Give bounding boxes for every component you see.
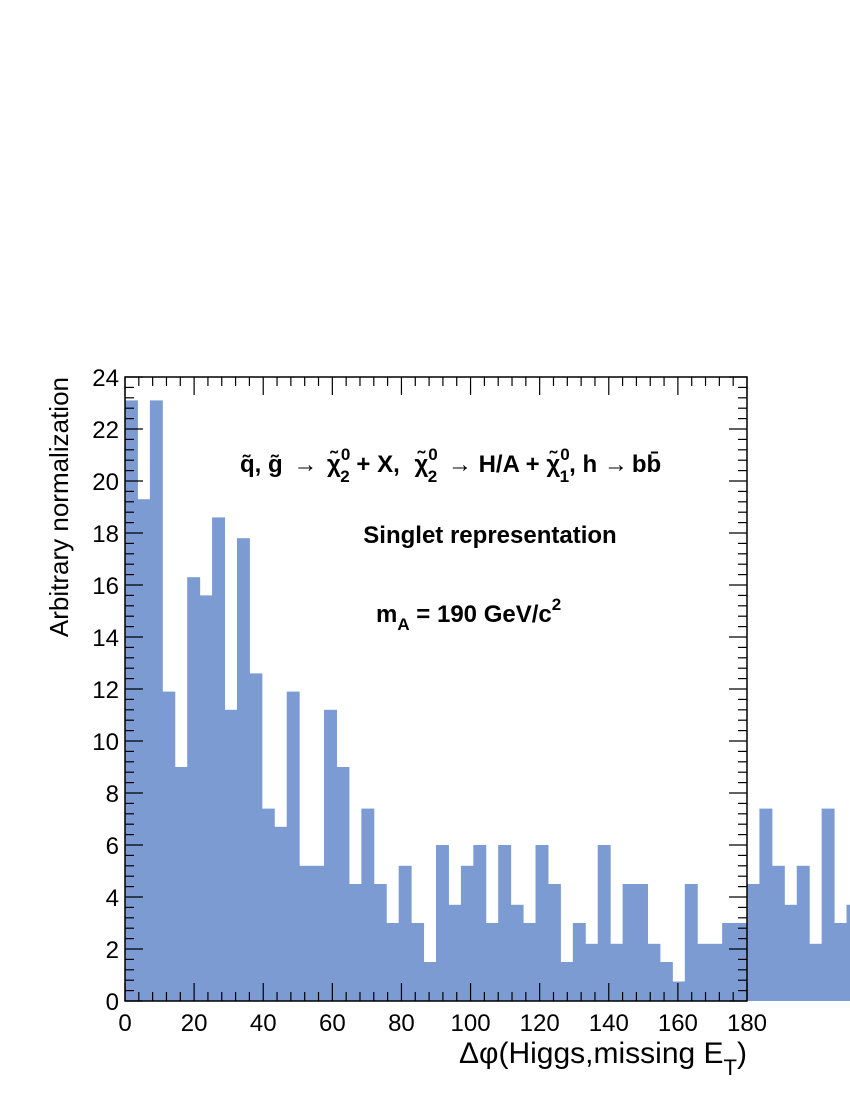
histogram-bar — [722, 923, 736, 1001]
histogram-bar — [174, 767, 188, 1001]
histogram-bar — [423, 962, 437, 1001]
x-tick-label: 120 — [520, 1010, 560, 1037]
histogram-bar — [448, 904, 462, 1001]
x-axis-title: Δφ(Higgs,missing ET) — [459, 1037, 747, 1080]
histogram-bar — [572, 923, 586, 1001]
histogram-bar — [523, 923, 537, 1001]
y-tick-label: 14 — [92, 625, 119, 652]
histogram-bar — [274, 826, 288, 1001]
histogram-bar — [560, 962, 574, 1001]
histogram-bar — [436, 845, 449, 1001]
histogram-bar — [324, 709, 337, 1001]
arrow-icon: → — [293, 451, 317, 478]
histogram-bar — [659, 962, 673, 1001]
histogram-bar — [622, 884, 636, 1001]
axis-tick-labels: 0 20 40 60 80 100 120 140 160 1800246810121416182… — [92, 365, 767, 1037]
y-tick-label: 22 — [92, 417, 119, 444]
x-axis-title-tail: ) — [737, 1037, 747, 1070]
histogram-bar — [299, 865, 313, 1001]
y-tick-label: 8 — [106, 781, 119, 808]
histogram-bar — [796, 865, 810, 1001]
y-tick-label: 12 — [92, 677, 119, 704]
axis-ticks — [124, 376, 748, 1002]
histogram-bars — [125, 400, 850, 1001]
histogram-bar — [137, 499, 151, 1001]
histogram-bar — [784, 904, 798, 1001]
histogram-bar — [212, 517, 226, 1001]
y-tick-label: 10 — [92, 729, 119, 756]
mass-annotation: mA = 190 GeV/c2 — [376, 595, 561, 634]
histogram-bar — [187, 577, 201, 1001]
histogram-bar — [125, 400, 138, 1001]
histogram-bar — [249, 673, 263, 1001]
histogram-bar — [510, 904, 524, 1001]
histogram-bar — [348, 884, 362, 1001]
histogram-bar — [684, 884, 698, 1001]
histogram-bar — [261, 808, 275, 1001]
histogram-bar — [162, 691, 176, 1001]
histogram-bar — [286, 691, 300, 1001]
histogram-bar — [361, 808, 375, 1001]
x-tick-label: 160 — [658, 1010, 698, 1037]
y-axis-title: Arbitrary normalization — [44, 377, 74, 637]
histogram-bar — [149, 400, 163, 1001]
x-tick-label: 40 — [250, 1010, 277, 1037]
histogram-bar — [771, 865, 785, 1001]
arrow-icon: → — [604, 451, 628, 478]
histogram-bar — [597, 845, 611, 1001]
y-tick-label: 16 — [92, 573, 119, 600]
histogram-bar — [697, 943, 711, 1001]
histogram-bar — [846, 904, 850, 1001]
histogram-bar — [635, 884, 648, 1001]
histogram-bar — [821, 808, 835, 1001]
histogram-bar — [373, 884, 387, 1001]
x-tick-label: 180 — [727, 1010, 767, 1037]
histogram-bar — [336, 767, 350, 1001]
histogram-bar — [311, 865, 325, 1001]
x-tick-label: 0 — [118, 1010, 131, 1037]
arrow-icon: → — [448, 451, 472, 478]
y-tick-label: 18 — [92, 521, 119, 548]
histogram-bar — [460, 865, 474, 1001]
x-tick-label: 100 — [451, 1010, 491, 1037]
histogram-bar — [734, 923, 748, 1001]
histogram-bar — [709, 943, 723, 1001]
y-tick-label: 0 — [106, 989, 119, 1016]
x-axis-title-sub: T — [724, 1055, 737, 1080]
x-tick-label: 20 — [181, 1010, 208, 1037]
x-tick-label: 140 — [589, 1010, 629, 1037]
representation-annotation: Singlet representation — [363, 522, 616, 549]
y-tick-label: 2 — [106, 937, 119, 964]
x-tick-label: 80 — [388, 1010, 415, 1037]
y-tick-label: 24 — [92, 365, 119, 392]
histogram-bar — [585, 943, 599, 1001]
histogram-bar — [759, 808, 773, 1001]
histogram-bar — [647, 943, 661, 1001]
histogram-bar — [199, 595, 213, 1001]
process-annotation: q̃, g̃ → χ̃0 2 + X, χ̃0 2 → H/A + χ̃0 1, h … — [240, 445, 661, 488]
histogram-bar — [672, 981, 686, 1001]
histogram-bar — [535, 845, 549, 1001]
histogram-bar — [236, 538, 250, 1001]
histogram-bar — [834, 923, 848, 1001]
histogram-bar — [224, 709, 238, 1001]
histogram-bar — [411, 923, 425, 1001]
histogram-bar — [473, 845, 487, 1001]
histogram-bar — [386, 923, 400, 1001]
x-tick-label: 60 — [319, 1010, 346, 1037]
histogram-bar — [747, 884, 760, 1001]
histogram-bar — [610, 943, 624, 1001]
y-tick-label: 4 — [106, 885, 119, 912]
histogram-bar — [398, 865, 412, 1001]
histogram-bar — [485, 923, 499, 1001]
x-axis-title-main: Δφ(Higgs,missing E — [459, 1037, 724, 1070]
histogram-bar — [809, 943, 823, 1001]
histogram-bar — [498, 845, 512, 1001]
y-tick-label: 20 — [92, 469, 119, 496]
y-tick-label: 6 — [106, 833, 119, 860]
histogram-bar — [547, 884, 561, 1001]
